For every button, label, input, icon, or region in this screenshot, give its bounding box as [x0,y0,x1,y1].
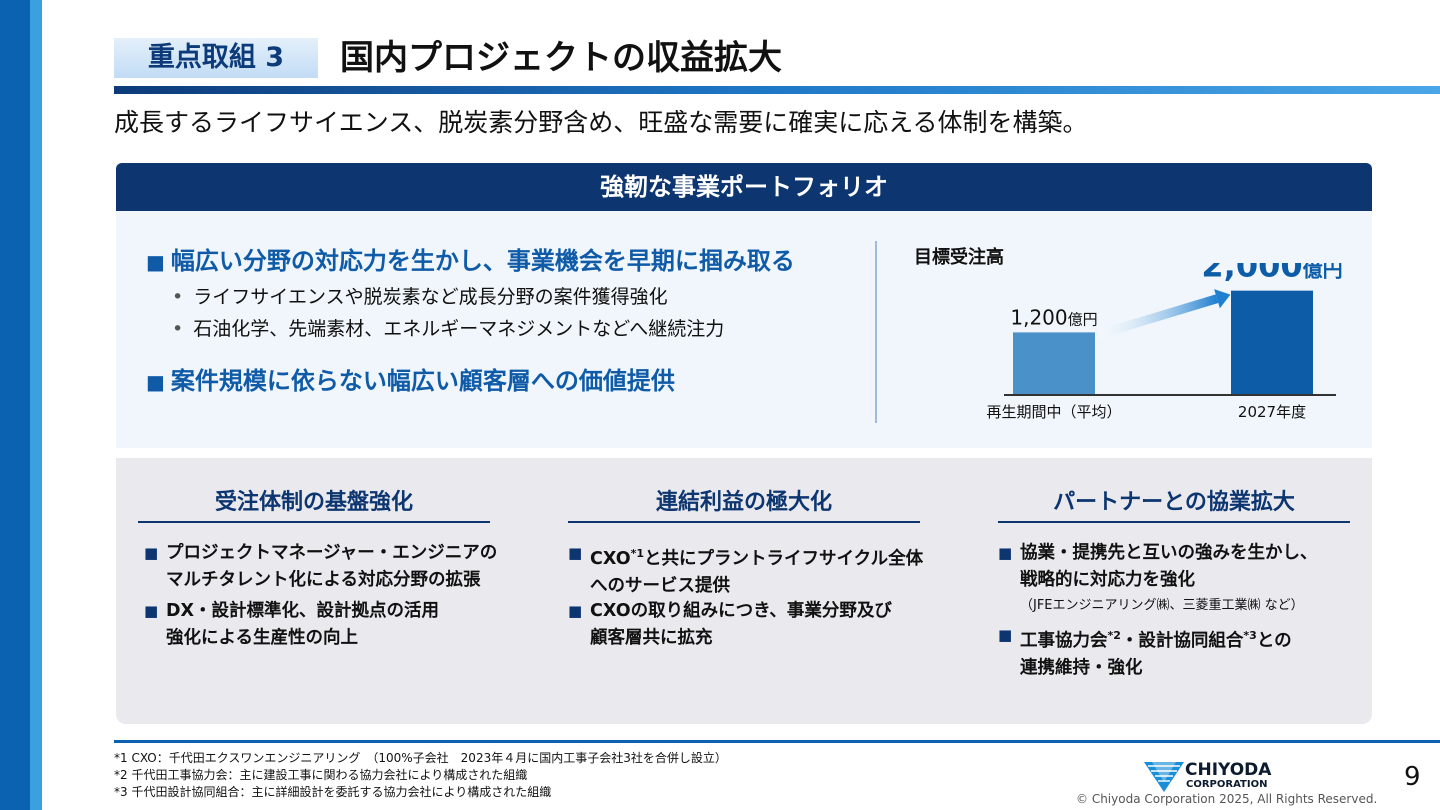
bar-2 [1231,290,1313,395]
chiyoda-logo-icon [1144,762,1184,792]
portfolio-panel: 強靭な事業ポートフォリオ ■ 幅広い分野の対応力を生かし、事業機会を早期に掴み取る… [116,163,1372,448]
portfolio-bullet-1-text: 幅広い分野の対応力を生かし、事業機会を早期に掴み取る [170,247,795,275]
chart-title: 目標受注高 [914,247,1004,268]
column-2-item-1-prefix: CXO [590,548,631,569]
page-number: 9 [1404,762,1421,792]
footnote-ref-3: *3 [1243,629,1257,642]
left-accent-stripe [0,0,42,810]
growth-arrow-shaft [1097,294,1219,339]
footnote-ref-1: *1 [630,547,644,560]
column-3-heading: パートナーとの協業拡大 [1053,490,1295,515]
bar-1 [1013,332,1095,395]
square-bullet-icon: ■ [146,250,165,274]
column-2-heading: 連結利益の極大化 [655,490,832,515]
footer-rule [114,740,1440,743]
column-1-heading: 受注体制の基盤強化 [214,490,413,515]
portfolio-bullet-2: ■ 案件規模に依らない幅広い顧客層への価値提供 [146,365,675,398]
square-bullet-icon: ■ [144,602,159,620]
portfolio-sub-bullet-1-text: ライフサイエンスや脱炭素など成長分野の案件獲得強化 [193,286,668,308]
panel-divider [875,241,877,423]
column-3-item-2-line-2: 連携維持・強化 [1020,657,1143,678]
column-2-item-1-line-1: と共にプラントライフサイクル全体 [644,548,924,569]
value-unit-2: 億円 [1303,263,1343,282]
title-rule [114,86,1440,94]
column-3-item-1-note: （JFEエンジニアリング㈱、三菱重工業㈱ など） [1020,598,1304,613]
category-label-2: 2027年度 [1238,403,1306,421]
column-1-item-2-line-2: 強化による生産性の向上 [166,628,358,648]
category-label-1: 再生期間中（平均） [986,403,1121,421]
square-bullet-icon: ■ [568,602,583,620]
value-number-2: 2,000 [1201,263,1302,285]
value-number-1: 1,200 [1010,305,1067,329]
growth-arrow-head [1214,289,1231,309]
square-bullet-icon: ■ [998,626,1013,644]
square-bullet-icon: ■ [144,544,159,562]
column-3-item-2-seg-2: ・設計協同組合 [1120,630,1244,651]
column-1-item-1-line-2: マルチタレント化による対応分野の拡張 [166,570,481,590]
logo-wordmark: CHIYODA [1185,760,1272,780]
column-3-item-2-seg-1: 工事協力会 [1020,630,1108,651]
footnote-1: *1 CXO：千代田エクスワンエンジニアリング （100%子会社 2023年４月… [114,751,727,765]
value-label-2: 2,000億円 [1201,263,1342,285]
footnote-ref-2: *2 [1107,629,1121,642]
initiatives-panel: 受注体制の基盤強化 ■ プロジェクトマネージャー・エンジニアの マルチタレント化に… [116,458,1372,724]
logo-subtext: CORPORATION [1186,779,1268,790]
section-tag: 重点取組 3 [114,38,318,78]
column-2-item-1-line-2: へのサービス提供 [590,575,730,596]
column-1-rule [138,521,490,523]
square-bullet-icon: ■ [568,544,583,562]
square-bullet-icon: ■ [146,370,165,394]
portfolio-sub-bullet-2: • 石油化学、先端素材、エネルギーマネジメントなどへ継続注力 [172,316,724,342]
portfolio-sub-bullet-2-text: 石油化学、先端素材、エネルギーマネジメントなどへ継続注力 [193,318,725,340]
page-title: 国内プロジェクトの収益拡大 [340,38,782,78]
column-2-item-2-line-2: 顧客層共に拡充 [590,628,713,648]
column-3-item-1-line-1: 協業・提携先と互いの強みを生かし、 [1020,543,1318,563]
square-bullet-icon: ■ [998,544,1013,562]
footnote-3: *3 千代田設計協同組合：主に詳細設計を委託する協力会社により構成された組織 [114,785,552,799]
portfolio-heading: 強靭な事業ポートフォリオ [116,163,1372,211]
column-3-item-1-line-2: 戦略的に対応力を強化 [1020,570,1195,590]
column-1-item-1-line-1: プロジェクトマネージャー・エンジニアの [166,543,498,563]
page-subtitle: 成長するライフサイエンス、脱炭素分野含め、旺盛な需要に確実に応える体制を構築。 [114,108,1088,137]
portfolio-sub-bullet-1: • ライフサイエンスや脱炭素など成長分野の案件獲得強化 [172,284,668,310]
dot-bullet-icon: • [172,318,184,340]
value-unit-1: 億円 [1068,310,1098,328]
column-2-rule [568,521,920,523]
copyright: © Chiyoda Corporation 2025, All Rights R… [1076,792,1378,806]
column-1-item-2-line-1: DX・設計標準化、設計拠点の活用 [166,601,440,621]
dot-bullet-icon: • [172,286,184,308]
left-accent-stripe-light [30,0,42,810]
value-label-1: 1,200億円 [1010,305,1097,329]
column-2-item-2-line-1: CXOの取り組みにつき、事業分野及び [590,601,892,621]
portfolio-bullet-2-text: 案件規模に依らない幅広い顧客層への価値提供 [170,367,675,395]
footnote-2: *2 千代田工事協力会：主に建設工事に関わる協力会社により構成された組織 [114,768,528,782]
column-3-rule [998,521,1350,523]
portfolio-bullet-1: ■ 幅広い分野の対応力を生かし、事業機会を早期に掴み取る [146,245,795,278]
column-3-item-2-seg-3: との [1256,630,1292,651]
